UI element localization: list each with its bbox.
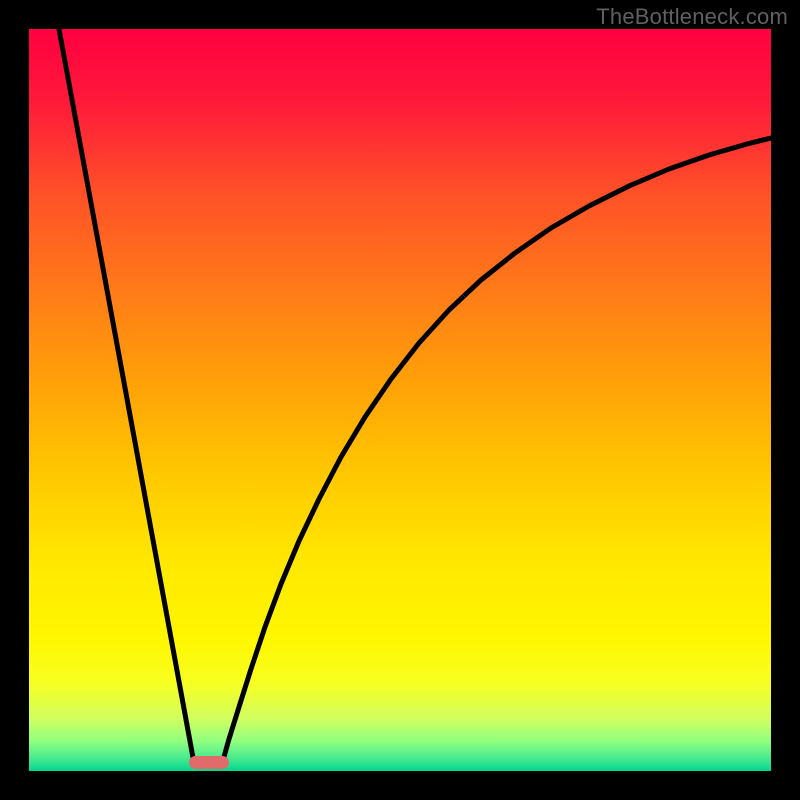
chart-container: TheBottleneck.com: [0, 0, 800, 800]
bottleneck-chart: [29, 29, 771, 771]
watermark-text: TheBottleneck.com: [596, 4, 788, 30]
optimal-point-marker: [189, 756, 229, 769]
gradient-background: [29, 29, 771, 771]
